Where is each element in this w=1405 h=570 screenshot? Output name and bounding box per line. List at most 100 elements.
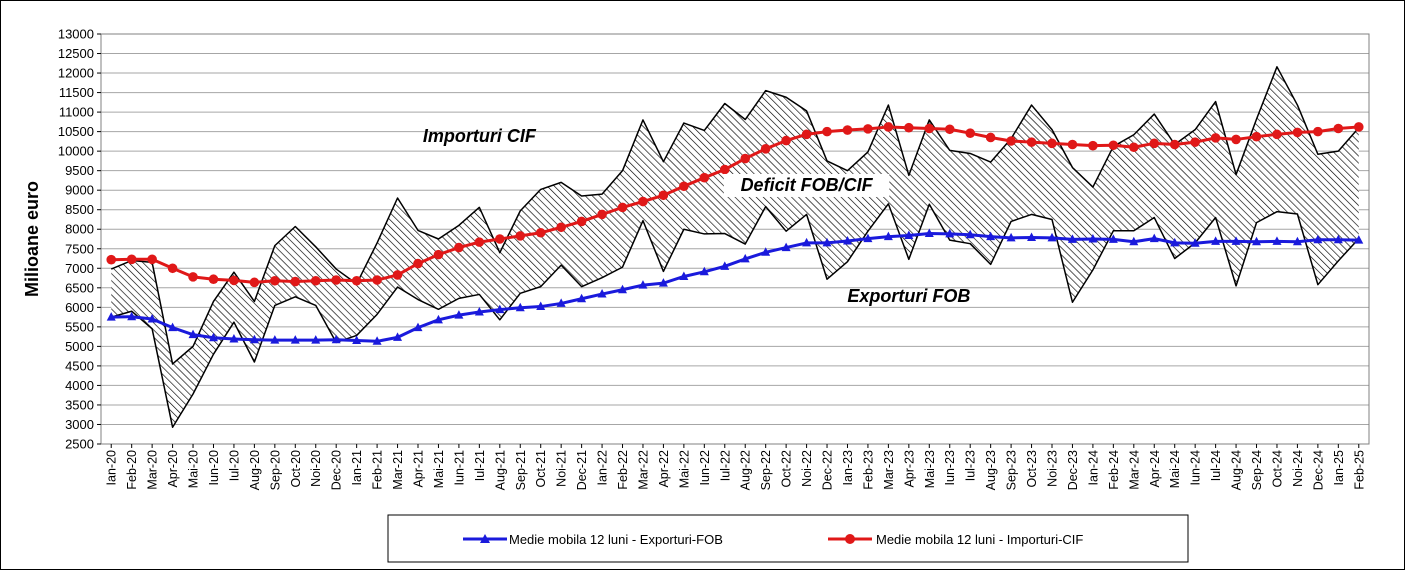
exports-ma-point bbox=[986, 231, 996, 241]
exports-ma-point bbox=[188, 329, 198, 339]
legend-exports-ma-label: Medie mobila 12 luni - Exporturi-FOB bbox=[509, 532, 723, 547]
x-tick-label: Feb-24 bbox=[1107, 450, 1121, 490]
imports-ma-point bbox=[474, 237, 485, 247]
imports-ma-point bbox=[985, 132, 996, 143]
exports-ma-point bbox=[781, 242, 791, 252]
imports-ma-point bbox=[515, 231, 526, 241]
imports-ma-point bbox=[290, 276, 301, 287]
y-tick-label: 3000 bbox=[65, 417, 94, 432]
x-tick-label: Feb-22 bbox=[616, 450, 630, 490]
y-tick-label: 4000 bbox=[65, 378, 94, 393]
imports-ma-point bbox=[249, 277, 260, 288]
deficit-area bbox=[111, 66, 1359, 428]
x-tick-label: Ian-23 bbox=[841, 450, 855, 485]
imports-ma-point bbox=[1251, 131, 1262, 142]
imports-ma-point bbox=[1169, 139, 1180, 150]
y-tick-label: 12500 bbox=[58, 46, 94, 61]
exports-ma-point bbox=[290, 335, 300, 344]
imports-ma-point bbox=[638, 196, 648, 207]
imports-ma-point bbox=[454, 242, 464, 253]
x-tick-label: Sep-21 bbox=[514, 450, 528, 490]
x-tick-label: Mar-21 bbox=[391, 450, 405, 490]
x-tick-label: Aug-21 bbox=[493, 450, 507, 490]
exports-ma-point bbox=[372, 336, 382, 345]
exports-ma-point bbox=[474, 307, 484, 316]
x-tick-label: Dec-22 bbox=[821, 450, 835, 490]
exports-ma-point bbox=[413, 322, 423, 332]
x-tick-label: Dec-24 bbox=[1311, 450, 1325, 490]
exports-ma-point bbox=[658, 278, 668, 287]
exports-ma-point bbox=[740, 253, 750, 263]
exports-ma-point bbox=[883, 231, 893, 241]
imports-ma-point bbox=[1313, 126, 1323, 137]
x-tick-label: Feb-21 bbox=[371, 450, 385, 490]
x-tick-label: Ian-22 bbox=[596, 450, 610, 485]
y-tick-label: 8000 bbox=[65, 222, 94, 237]
x-tick-label: Noi-21 bbox=[555, 450, 569, 487]
x-tick-label: Dec-21 bbox=[575, 450, 589, 490]
legend-box bbox=[387, 514, 1189, 563]
exports-ma-point bbox=[1149, 233, 1159, 243]
x-tick-label: Iun-23 bbox=[943, 450, 957, 485]
x-tick-label: Noi-23 bbox=[1046, 450, 1060, 487]
imports-ma-point bbox=[351, 275, 362, 286]
imports-ma-point bbox=[699, 172, 710, 183]
x-tick-label: Mar-23 bbox=[882, 450, 896, 490]
x-tick-label: Ian-25 bbox=[1332, 450, 1346, 485]
imports-ma-point bbox=[1108, 140, 1119, 151]
exports-ma-point bbox=[577, 293, 587, 303]
imports-ma-point bbox=[1210, 133, 1221, 143]
exports-ma-point bbox=[495, 304, 505, 314]
imports-ma-point bbox=[658, 190, 669, 201]
exports-ma-point bbox=[802, 237, 812, 247]
x-tick-label: Aug-23 bbox=[984, 450, 998, 490]
imports-ma-point bbox=[535, 227, 546, 238]
imports-ma-point bbox=[801, 129, 812, 140]
x-tick-label: Oct-24 bbox=[1270, 450, 1284, 488]
imports-ma-point bbox=[270, 275, 280, 286]
y-axis-ticks: 2500 3000 3500 4000 4500 5000 5500 6000 6500 7000… bbox=[58, 27, 101, 452]
x-tick-label: Noi-20 bbox=[309, 450, 323, 487]
x-tick-label: Dec-20 bbox=[330, 450, 344, 490]
imports-ma-point bbox=[208, 274, 219, 285]
y-tick-label: 2500 bbox=[65, 437, 94, 452]
imports-ma-point bbox=[679, 181, 689, 192]
x-tick-label: Iun-20 bbox=[207, 450, 221, 485]
imports-ma-point bbox=[1129, 142, 1139, 153]
imports-ma-point bbox=[392, 270, 403, 280]
exports-ma-point bbox=[1211, 236, 1221, 245]
legend-imports-ma-marker bbox=[845, 534, 855, 544]
imports-ma-point bbox=[1292, 127, 1303, 138]
exports-ma-point bbox=[699, 266, 709, 276]
y-tick-label: 6500 bbox=[65, 280, 94, 295]
y-tick-label: 13000 bbox=[58, 27, 94, 42]
imports-ma-point bbox=[965, 128, 975, 138]
imports-ma-point bbox=[1067, 139, 1078, 150]
x-tick-label: Oct-22 bbox=[780, 450, 794, 488]
exports-ma-point bbox=[1272, 236, 1282, 245]
imports-ma-point bbox=[740, 153, 751, 164]
imports-ma-point bbox=[924, 123, 935, 134]
exports-ma-point bbox=[229, 333, 239, 343]
imports-ma-point bbox=[617, 202, 628, 213]
y-tick-label: 4500 bbox=[65, 358, 94, 373]
y-tick-label: 5500 bbox=[65, 319, 94, 334]
imports-line bbox=[110, 66, 1360, 365]
exports-ma-point bbox=[1006, 232, 1016, 242]
y-axis-label: Milioane euro bbox=[22, 181, 42, 297]
imports-ma-point bbox=[1190, 137, 1200, 147]
x-tick-label: Ian-20 bbox=[105, 450, 119, 485]
imports-ma-point bbox=[719, 164, 730, 175]
x-tick-label: Aug-22 bbox=[739, 450, 753, 490]
x-tick-label: Mar-22 bbox=[636, 450, 650, 490]
annotation-label: Deficit FOB/CIF bbox=[741, 175, 874, 195]
exports-ma-point bbox=[331, 334, 341, 344]
exports-ma-point bbox=[863, 233, 873, 243]
x-tick-label: Ian-21 bbox=[350, 450, 364, 485]
exports-ma-point bbox=[1108, 234, 1118, 243]
x-tick-label: Iul-23 bbox=[964, 450, 978, 481]
imports-ma-point bbox=[372, 275, 382, 285]
x-tick-label: Mar-20 bbox=[146, 450, 160, 490]
y-tick-label: 10500 bbox=[58, 124, 94, 139]
